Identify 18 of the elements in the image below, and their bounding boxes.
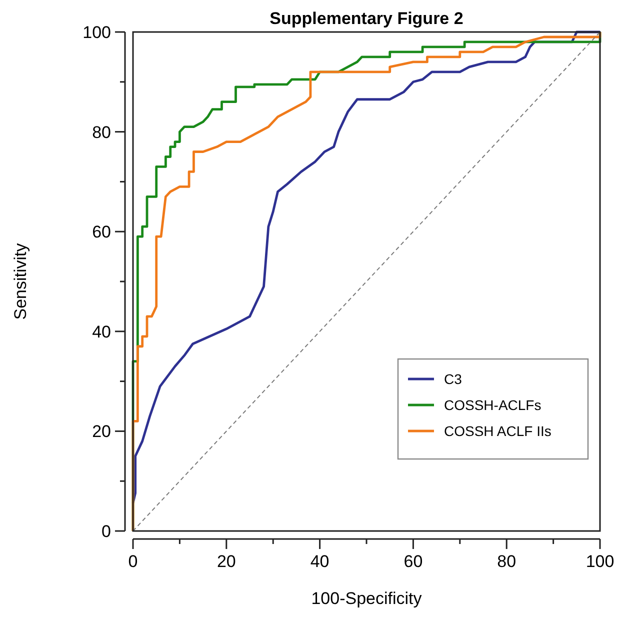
y-tick-label: 0 (102, 522, 111, 541)
x-axis-title: 100-Specificity (311, 589, 422, 608)
y-tick-label: 80 (92, 122, 111, 142)
chart-title: Supplementary Figure 2 (270, 9, 464, 28)
legend-label: COSSH ACLF IIs (444, 423, 552, 439)
x-tick-label: 0 (128, 552, 138, 571)
y-tick-label: 20 (92, 422, 111, 442)
legend-label: C3 (444, 371, 462, 387)
x-tick-label: 100 (586, 552, 614, 571)
x-tick-label: 20 (216, 552, 236, 571)
y-tick-label: 40 (92, 322, 111, 342)
y-tick-label: 60 (92, 222, 111, 242)
x-tick-label: 40 (310, 552, 330, 571)
y-axis-title: Sensitivity (11, 242, 30, 320)
x-tick-label: 80 (497, 552, 516, 571)
y-tick-label: 100 (82, 23, 111, 42)
x-tick-label: 60 (404, 552, 423, 571)
legend-label: COSSH-ACLFs (444, 397, 542, 413)
